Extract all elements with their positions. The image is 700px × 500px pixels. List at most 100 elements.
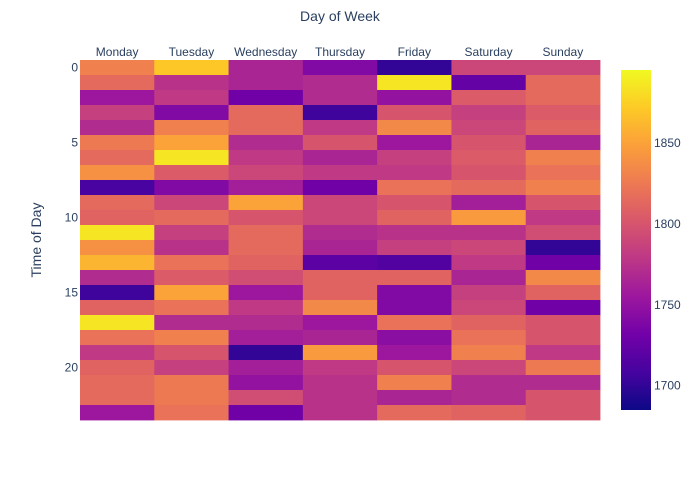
heatmap-cell <box>377 375 452 391</box>
heatmap-cell <box>377 60 452 76</box>
heatmap-cell <box>302 315 378 331</box>
heatmap-cell <box>228 180 304 196</box>
heatmap-cell <box>154 390 229 406</box>
heatmap-cell <box>228 60 304 76</box>
heatmap-cell <box>451 60 527 76</box>
heatmap-cell <box>228 375 304 391</box>
heatmap-cell <box>525 345 601 361</box>
heatmap-cell <box>302 165 378 181</box>
colorbar-tick-label: 1700 <box>654 379 681 393</box>
heatmap-cell <box>525 255 601 271</box>
colorbar: 1700 1750 1800 1850 <box>621 70 681 410</box>
heatmap-cell <box>525 270 601 286</box>
heatmap-cell <box>451 180 527 196</box>
heatmap-cell <box>302 285 378 301</box>
heatmap-cell <box>154 225 229 241</box>
heatmap-cell <box>451 75 527 91</box>
heatmap-cell <box>154 330 229 346</box>
heatmap-cell <box>377 285 452 301</box>
heatmap-cell <box>154 180 229 196</box>
heatmap-cell <box>377 360 452 376</box>
heatmap-cell <box>525 330 601 346</box>
heatmap-cell <box>377 390 452 406</box>
heatmap-cell <box>451 135 527 151</box>
heatmap-cell <box>154 60 229 76</box>
heatmap-cell <box>451 225 527 241</box>
heatmap-cell <box>302 360 378 376</box>
heatmap-cell <box>80 405 155 421</box>
heatmap-cell <box>228 120 304 136</box>
colorbar-tick-label: 1850 <box>654 136 681 150</box>
heatmap-cell <box>80 150 155 166</box>
heatmap-cell <box>80 120 155 136</box>
heatmap-cell <box>377 255 452 271</box>
heatmap-cell <box>377 75 452 91</box>
heatmap-cell <box>525 360 601 376</box>
x-tick-labels: Monday Tuesday Wednesday Thursday Friday Satu… <box>96 45 583 59</box>
heatmap-cell <box>451 90 527 106</box>
heatmap-cell <box>154 120 229 136</box>
heatmap-cell <box>228 255 304 271</box>
heatmap-cell <box>525 105 601 121</box>
heatmap-cell <box>80 285 155 301</box>
heatmap-cell <box>377 225 452 241</box>
heatmap-cell <box>377 150 452 166</box>
heatmap-cell <box>80 330 155 346</box>
heatmap-cell <box>451 210 527 226</box>
heatmap-cell <box>451 150 527 166</box>
heatmap-cell <box>302 150 378 166</box>
heatmap-cell <box>228 195 304 211</box>
heatmap-cell <box>154 300 229 316</box>
heatmap-cell <box>228 360 304 376</box>
heatmap-cell <box>451 390 527 406</box>
heatmap-cell <box>228 315 304 331</box>
colorbar-tick-label: 1750 <box>654 298 681 312</box>
heatmap-cell <box>80 345 155 361</box>
heatmap-cell <box>302 90 378 106</box>
x-tick-label: Monday <box>96 45 139 59</box>
heatmap-cell <box>80 270 155 286</box>
heatmap-cell <box>80 225 155 241</box>
heatmap-cell <box>377 180 452 196</box>
heatmap-cell <box>154 360 229 376</box>
heatmap-cell <box>228 225 304 241</box>
heatmap-cell <box>302 60 378 76</box>
x-tick-label: Friday <box>398 45 431 59</box>
heatmap-cell <box>80 135 155 151</box>
heatmap-cell <box>154 270 229 286</box>
heatmap-cell <box>377 195 452 211</box>
heatmap-cell <box>80 360 155 376</box>
heatmap-cell <box>154 195 229 211</box>
x-tick-label: Thursday <box>315 45 365 59</box>
heatmap-cell <box>80 105 155 121</box>
heatmap-cell <box>302 105 378 121</box>
heatmap-cell <box>451 375 527 391</box>
heatmap-cell <box>525 375 601 391</box>
heatmap-cell <box>302 255 378 271</box>
heatmap-cell <box>302 240 378 256</box>
heatmap-cell <box>228 330 304 346</box>
heatmap-cell <box>302 225 378 241</box>
heatmap-cell <box>228 240 304 256</box>
heatmap-cell <box>451 405 527 421</box>
heatmap-cell <box>377 210 452 226</box>
heatmap-cell <box>525 315 601 331</box>
heatmap-cell <box>525 285 601 301</box>
heatmap-cell <box>80 375 155 391</box>
heatmap-cell <box>154 135 229 151</box>
heatmap-cell <box>228 345 304 361</box>
heatmap-cell <box>80 90 155 106</box>
heatmap-cell <box>228 90 304 106</box>
heatmap-cell <box>228 150 304 166</box>
heatmap-cell <box>451 345 527 361</box>
heatmap-cell <box>451 105 527 121</box>
heatmap-cell <box>377 270 452 286</box>
heatmap-cell <box>525 210 601 226</box>
x-axis-title: Day of Week <box>300 8 381 24</box>
heatmap-cell <box>525 405 601 421</box>
heatmap-cell <box>302 270 378 286</box>
heatmap-cell <box>377 135 452 151</box>
y-tick-label: 15 <box>65 286 79 300</box>
heatmap-cell <box>154 405 229 421</box>
colorbar-gradient <box>621 70 651 410</box>
